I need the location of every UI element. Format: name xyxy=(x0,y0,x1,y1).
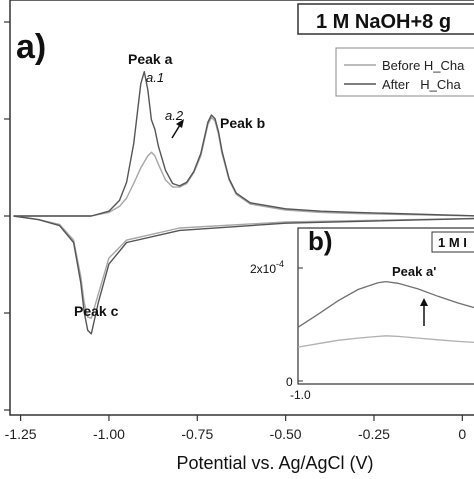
legend-label-after: After H_Cha xyxy=(382,77,462,92)
main-y-ticks xyxy=(4,22,10,410)
panel-label-b: b) xyxy=(308,226,333,256)
annotation-peak-a: Peak a xyxy=(128,51,173,67)
inset-y-zero-label: 0 xyxy=(286,375,293,389)
legend-label-before: Before H_Cha xyxy=(382,58,465,73)
x-axis-label: Potential vs. Ag/AgCl (V) xyxy=(176,453,373,473)
main-x-tick-label: -0.50 xyxy=(270,426,302,442)
main-x-tick-label: -1.00 xyxy=(93,426,125,442)
annotation-a1: a.1 xyxy=(146,70,164,85)
main-x-ticks xyxy=(21,415,463,421)
annotation-peak-a-prime: Peak a' xyxy=(392,264,436,279)
main-x-tick-labels: -1.25 -1.00 -0.75 -0.50 -0.25 0 xyxy=(5,426,467,442)
annotation-a2: a.2 xyxy=(165,108,184,123)
main-x-tick-label: -0.75 xyxy=(181,426,213,442)
panel-label-a: a) xyxy=(16,28,46,66)
inset-title-box-text: 1 M I xyxy=(438,235,467,250)
title-box-text: 1 M NaOH+8 g xyxy=(316,11,451,33)
inset-x-tick-label: -1.0 xyxy=(290,388,311,402)
inset-y-tick-exponent: -4 xyxy=(276,259,284,269)
annotation-a2-arrow xyxy=(172,125,180,138)
main-x-tick-label: -1.25 xyxy=(5,426,37,442)
main-x-tick-label: -0.25 xyxy=(358,426,390,442)
inset-y-tick-mantissa: 2x10 xyxy=(250,262,276,276)
annotation-peak-c: Peak c xyxy=(74,303,119,319)
main-series-line-0 xyxy=(14,117,474,216)
annotation-peak-b: Peak b xyxy=(220,115,265,131)
inset-y-tick-label: 2x10-4 xyxy=(250,259,284,276)
main-x-tick-label: 0 xyxy=(458,426,466,442)
